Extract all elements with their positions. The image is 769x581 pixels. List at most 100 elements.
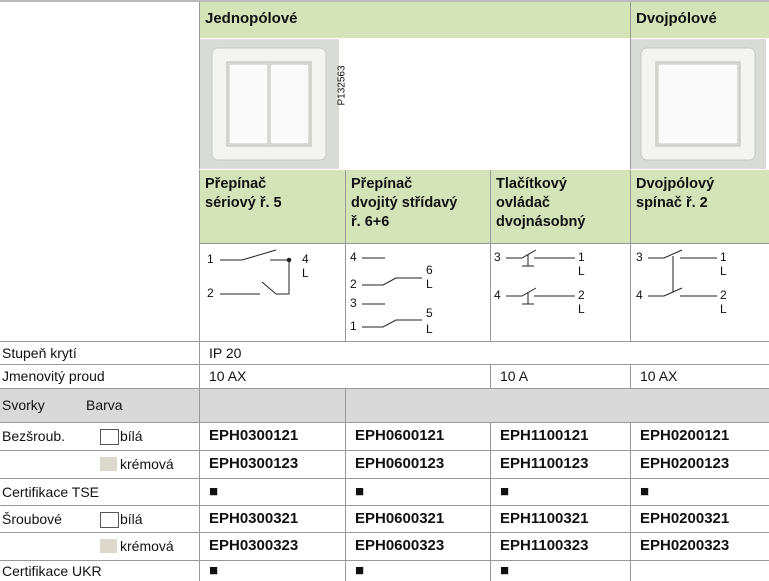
image-code: P132563 <box>336 65 348 106</box>
line <box>630 505 631 532</box>
cell: EPH0300323 <box>209 537 299 554</box>
cell: EPH0200321 <box>640 509 730 527</box>
diagram-label: L <box>426 277 433 291</box>
line <box>345 170 346 341</box>
row-sublabel: bílá <box>120 510 143 527</box>
cell: EPH0300123 <box>209 455 299 472</box>
row-label: Svorky <box>2 397 45 413</box>
photo <box>200 39 339 169</box>
row-label: Certifikace UKR <box>2 562 102 579</box>
cell: EPH0600123 <box>355 455 445 472</box>
line <box>199 169 769 170</box>
diagram-label: 1 <box>350 319 357 333</box>
cell: EPH0200123 <box>640 455 730 472</box>
diagram-lines <box>220 249 717 328</box>
line <box>0 450 769 451</box>
line <box>490 505 491 532</box>
diagram-label: L <box>426 322 433 336</box>
product-name: sériový ř. 5 <box>205 195 282 211</box>
diagram-label: L <box>720 264 727 278</box>
product-name: Přepínač <box>351 176 413 192</box>
line <box>345 560 346 581</box>
cell: IP 20 <box>209 344 242 361</box>
product-name: Dvojpólový <box>636 176 715 192</box>
product-name: dvojitý střídavý <box>351 195 458 211</box>
line <box>630 450 631 478</box>
line <box>199 422 200 450</box>
line <box>0 505 769 506</box>
diagram-label: 3 <box>494 250 501 264</box>
product-name: spínač ř. 2 <box>636 195 708 211</box>
line <box>199 450 200 478</box>
line <box>630 532 631 560</box>
product-name: dvojnásobný <box>496 214 586 230</box>
group-title: Dvojpólové <box>636 10 717 27</box>
line <box>630 422 631 450</box>
cell: 10 AX <box>209 368 247 384</box>
row-sublabel: Barva <box>86 397 123 413</box>
cell: ■ <box>355 561 365 579</box>
line <box>199 505 200 532</box>
diagram-label: L <box>720 302 727 316</box>
line <box>199 478 200 505</box>
diagram-label: 1 <box>720 250 727 264</box>
line <box>0 388 769 422</box>
line <box>345 388 346 422</box>
line <box>199 2 200 341</box>
row-sublabel: krémová <box>120 456 174 472</box>
line <box>199 560 200 581</box>
line <box>199 532 200 560</box>
line <box>100 511 119 528</box>
diagram-label: 4 <box>494 288 501 302</box>
diagram-label: 6 <box>426 263 433 277</box>
header-bg <box>199 170 769 243</box>
cell: ■ <box>500 482 510 500</box>
line <box>345 422 346 450</box>
rule <box>0 0 769 2</box>
line <box>630 364 631 388</box>
cell: EPH1100123 <box>500 455 589 472</box>
cell: ■ <box>355 482 365 500</box>
cell: EPH0200121 <box>640 427 730 444</box>
diagram-label: 2 <box>578 288 585 302</box>
cell: ■ <box>209 561 219 579</box>
cell: EPH0200323 <box>640 537 730 554</box>
header-bg <box>199 2 769 38</box>
diagram-label: 4 <box>636 288 643 302</box>
line <box>490 532 491 560</box>
cell: EPH0600121 <box>355 427 445 444</box>
cell: EPH0600323 <box>355 537 445 554</box>
cell: ■ <box>640 482 650 500</box>
cell: EPH0600321 <box>355 509 445 527</box>
diagram-label: L <box>578 264 585 278</box>
cell: EPH1100121 <box>500 427 589 444</box>
line <box>0 532 769 533</box>
line <box>0 422 769 423</box>
product-name: Přepínač <box>205 176 267 192</box>
line <box>0 478 769 479</box>
diagram-label: 3 <box>350 296 357 310</box>
line <box>100 429 119 445</box>
diagram-label: 2 <box>720 288 727 302</box>
line <box>630 2 631 341</box>
diagram-label: 2 <box>207 286 214 300</box>
diagram-label: 1 <box>578 250 585 264</box>
line <box>0 560 769 561</box>
row-label: Bezšroub. <box>2 428 66 444</box>
line <box>345 532 346 560</box>
cell: 10 AX <box>640 368 678 384</box>
product-name: ř. 6+6 <box>351 214 390 230</box>
cell: EPH1100321 <box>500 509 589 527</box>
diagram-label: 4 <box>350 250 357 264</box>
group-title: Jednopólové <box>205 10 298 27</box>
diagram-label: 2 <box>350 277 357 291</box>
diagram-label: 1 <box>207 252 214 266</box>
cell: EPH0300121 <box>209 427 299 444</box>
line <box>100 539 117 553</box>
line <box>0 364 769 365</box>
row-label: Stupeň krytí <box>2 344 77 361</box>
line <box>199 364 200 388</box>
line <box>100 457 117 471</box>
